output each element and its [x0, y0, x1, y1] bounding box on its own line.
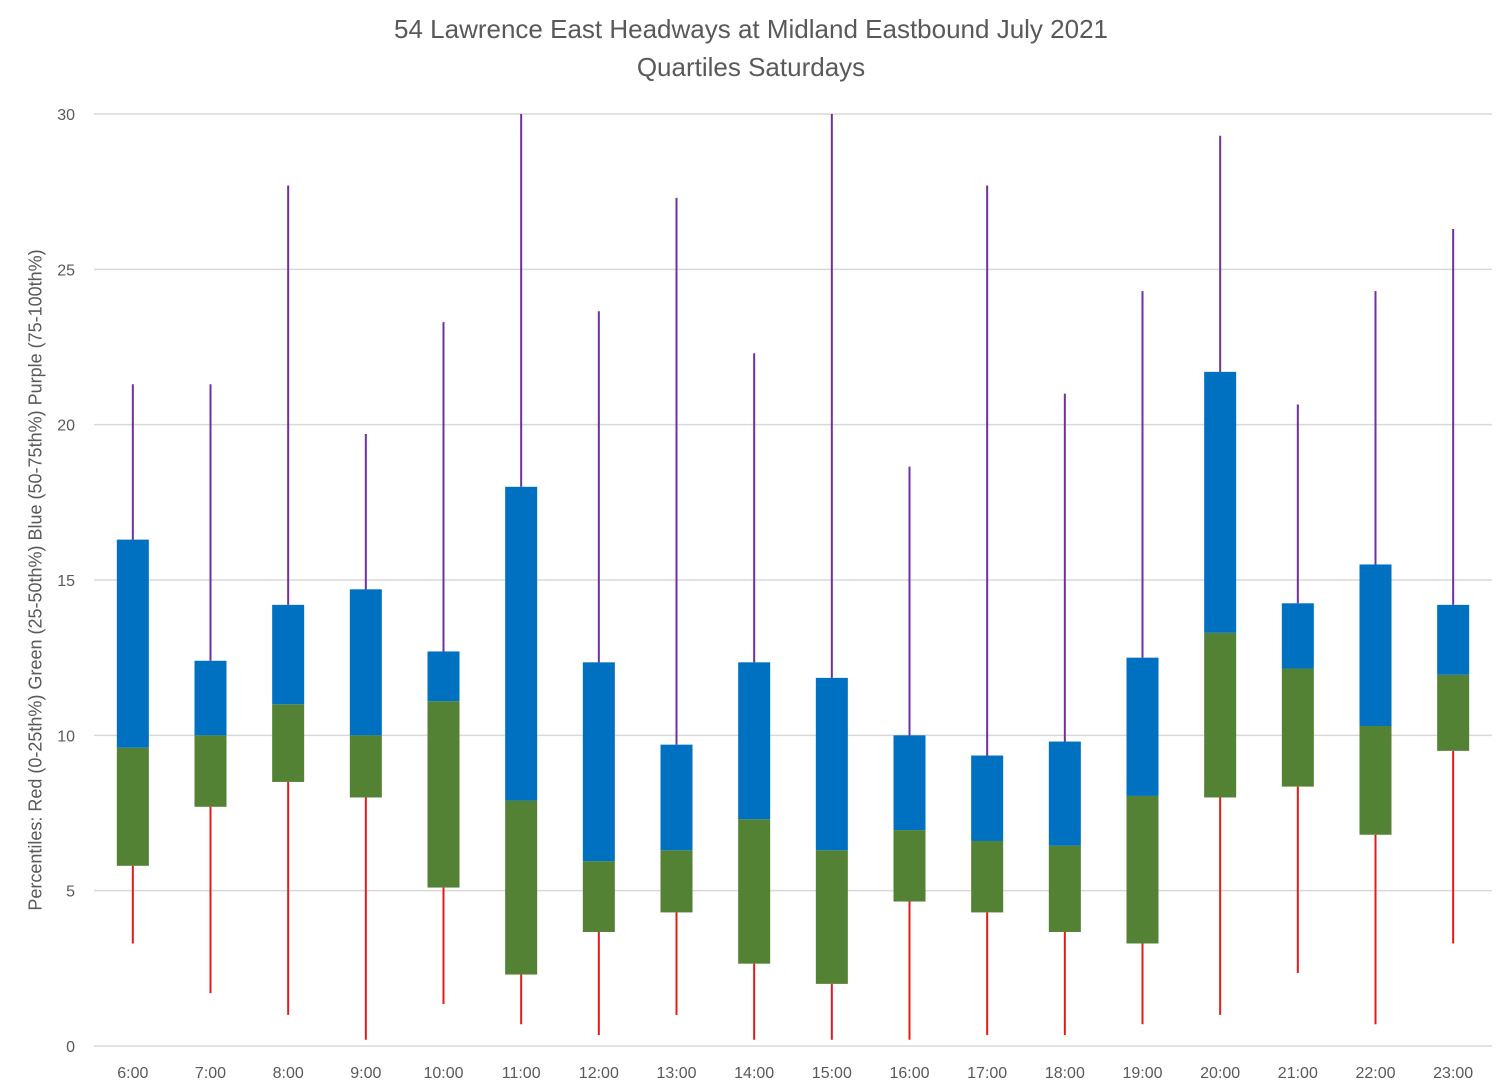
x-tick-label: 22:00 — [1355, 1065, 1395, 1082]
x-tick-label: 14:00 — [734, 1065, 774, 1082]
upper-box — [1204, 371, 1237, 633]
x-tick-label: 17:00 — [967, 1065, 1007, 1082]
x-tick-label: 7:00 — [195, 1065, 226, 1082]
x-tick-label: 12:00 — [579, 1065, 619, 1082]
box-18:00 — [1048, 393, 1081, 1036]
x-tick-label: 9:00 — [350, 1065, 381, 1082]
y-tick-label: 30 — [57, 107, 75, 124]
x-tick-label: 15:00 — [812, 1065, 852, 1082]
upper-box — [893, 735, 926, 831]
box-23:00 — [1437, 228, 1470, 944]
box-19:00 — [1126, 291, 1159, 1025]
lower-box — [194, 735, 227, 807]
upper-box — [1126, 657, 1159, 796]
box-7:00 — [194, 384, 227, 994]
box-16:00 — [893, 466, 926, 1040]
y-tick-label: 20 — [57, 418, 75, 435]
box-21:00 — [1281, 404, 1314, 973]
box-8:00 — [272, 185, 305, 1015]
lower-box — [1048, 845, 1081, 932]
lower-box — [660, 850, 693, 913]
chart-subtitle: Quartiles Saturdays — [636, 52, 866, 82]
box-13:00 — [660, 197, 693, 1015]
lower-box — [1437, 674, 1470, 751]
lower-box — [427, 701, 460, 888]
x-tick-label: 23:00 — [1433, 1065, 1473, 1082]
lower-box — [1281, 668, 1314, 787]
y-tick-label: 5 — [66, 884, 75, 901]
upper-box — [349, 589, 382, 736]
lower-box — [272, 704, 305, 782]
lower-box — [582, 861, 615, 932]
x-tick-label: 6:00 — [117, 1065, 148, 1082]
x-tick-label: 16:00 — [889, 1065, 929, 1082]
x-tick-label: 19:00 — [1122, 1065, 1162, 1082]
x-tick-label: 18:00 — [1045, 1065, 1085, 1082]
upper-box — [815, 677, 848, 851]
box-14:00 — [738, 353, 771, 1040]
upper-box — [505, 486, 538, 801]
y-tick-label: 25 — [57, 262, 75, 279]
chart-title: 54 Lawrence East Headways at Midland Eas… — [394, 14, 1108, 44]
chart-marks — [116, 114, 1470, 1040]
x-tick-label: 10:00 — [423, 1065, 463, 1082]
lower-box — [815, 850, 848, 984]
upper-box — [1437, 604, 1470, 675]
y-tick-label: 15 — [57, 573, 75, 590]
upper-box — [582, 662, 615, 862]
upper-box — [660, 744, 693, 851]
lower-box — [505, 800, 538, 975]
upper-box — [272, 604, 305, 705]
y-tick-label: 0 — [66, 1039, 75, 1056]
box-10:00 — [427, 322, 460, 1005]
lower-box — [893, 830, 926, 902]
box-12:00 — [582, 311, 615, 1036]
x-tick-label: 20:00 — [1200, 1065, 1240, 1082]
box-6:00 — [116, 384, 149, 944]
x-tick-label: 21:00 — [1278, 1065, 1318, 1082]
upper-box — [738, 662, 771, 820]
y-tick-labels: 0 5 10 15 20 25 30 — [57, 107, 75, 1056]
upper-box — [116, 539, 149, 748]
box-9:00 — [349, 433, 382, 1040]
lower-box — [116, 747, 149, 866]
upper-box — [427, 651, 460, 702]
x-tick-labels: 6:00 7:00 8:00 9:00 10:00 11:00 12:00 13:00 14:0… — [117, 1065, 1473, 1082]
lower-box — [1126, 795, 1159, 944]
box-17:00 — [971, 185, 1004, 1036]
gridlines — [94, 113, 1492, 1047]
box-22:00 — [1359, 291, 1392, 1025]
x-tick-label: 11:00 — [502, 1065, 541, 1082]
box-20:00 — [1204, 135, 1237, 1015]
upper-box — [1048, 741, 1081, 846]
x-tick-label: 8:00 — [273, 1065, 304, 1082]
lower-box — [971, 840, 1004, 913]
lower-box — [738, 819, 771, 964]
box-15:00 — [815, 114, 848, 1040]
upper-box — [1359, 564, 1392, 727]
upper-box — [1281, 603, 1314, 669]
lower-box — [1359, 726, 1392, 835]
lower-box — [1204, 632, 1237, 798]
x-tick-label: 13:00 — [656, 1065, 696, 1082]
upper-box — [971, 755, 1004, 841]
lower-box — [349, 735, 382, 798]
box-11:00 — [505, 114, 538, 1025]
y-tick-label: 10 — [57, 728, 75, 745]
upper-box — [194, 660, 227, 736]
